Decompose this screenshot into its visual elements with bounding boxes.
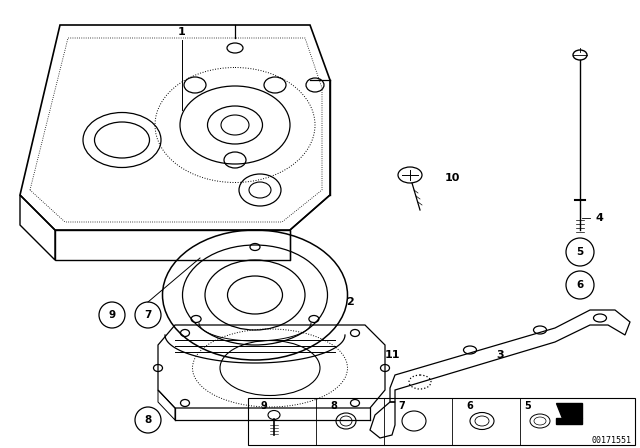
Text: 1: 1 bbox=[178, 27, 186, 37]
Text: 8: 8 bbox=[331, 401, 337, 411]
Text: 3: 3 bbox=[496, 350, 504, 360]
Text: 9: 9 bbox=[260, 401, 268, 411]
Text: 4: 4 bbox=[595, 213, 603, 223]
Text: 10: 10 bbox=[445, 173, 460, 183]
Text: 11: 11 bbox=[384, 350, 400, 360]
Text: 7: 7 bbox=[144, 310, 152, 320]
Bar bbox=[556, 418, 582, 424]
Bar bbox=[248, 398, 635, 445]
Text: 00171551: 00171551 bbox=[592, 436, 632, 445]
Text: 5: 5 bbox=[525, 401, 531, 411]
Text: 2: 2 bbox=[346, 297, 354, 307]
Text: 8: 8 bbox=[145, 415, 152, 425]
Text: 5: 5 bbox=[577, 247, 584, 257]
Text: 7: 7 bbox=[399, 401, 405, 411]
Polygon shape bbox=[556, 403, 582, 418]
Text: 9: 9 bbox=[108, 310, 116, 320]
Text: 6: 6 bbox=[577, 280, 584, 290]
Text: 6: 6 bbox=[467, 401, 474, 411]
